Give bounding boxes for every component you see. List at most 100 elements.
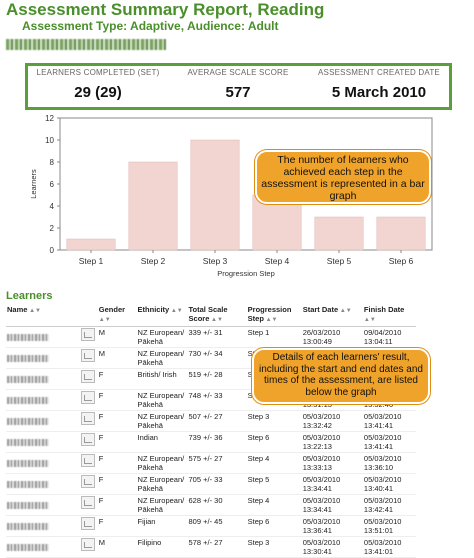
learner-name-cell[interactable] bbox=[6, 326, 98, 348]
learner-name-cell[interactable] bbox=[6, 368, 98, 390]
column-header-label: Progression Step bbox=[247, 305, 292, 323]
sort-arrows-icon[interactable]: ▲▼ bbox=[169, 308, 183, 314]
report-title: Assessment Summary Report, Reading bbox=[6, 0, 325, 19]
redacted-learner-name bbox=[7, 376, 49, 383]
column-header[interactable]: Total Scale Score ▲▼ bbox=[187, 304, 247, 327]
cell-ethnicity: NZ European/ Pākehā bbox=[136, 410, 188, 432]
learner-name-cell[interactable] bbox=[6, 536, 98, 558]
sort-arrows-icon[interactable]: ▲▼ bbox=[263, 317, 278, 323]
x-tick-label: Step 6 bbox=[389, 256, 414, 266]
cell-score: 809 +/- 45 bbox=[187, 515, 247, 537]
table-callout: Details of each learners' result, includ… bbox=[252, 348, 430, 404]
column-header-label: Gender bbox=[98, 305, 126, 314]
learners-completed-value: 29 (29) bbox=[74, 84, 122, 101]
cell-step: Step 6 bbox=[246, 515, 302, 537]
x-tick-label: Step 4 bbox=[265, 256, 290, 266]
redacted-learner-name bbox=[7, 460, 49, 467]
cell-score: 705 +/- 33 bbox=[187, 473, 247, 495]
y-tick-label: 10 bbox=[45, 136, 54, 145]
learner-report-icon[interactable] bbox=[81, 328, 96, 341]
cell-finish: 05/03/2010 13:42:41 bbox=[362, 494, 416, 516]
table-row: M Filipino 578 +/- 27 Step 3 05/03/2010 13:3… bbox=[6, 536, 416, 558]
y-tick-label: 12 bbox=[45, 114, 54, 123]
redacted-learner-name bbox=[7, 397, 49, 404]
learner-report-icon[interactable] bbox=[81, 412, 96, 425]
sort-arrows-icon[interactable]: ▲▼ bbox=[27, 308, 41, 314]
learner-name-cell[interactable] bbox=[6, 473, 98, 495]
learner-report-icon[interactable] bbox=[81, 349, 96, 362]
column-header-label: Finish Date bbox=[363, 305, 405, 314]
column-header[interactable]: Finish Date ▲▼ bbox=[362, 304, 416, 327]
cell-gender: M bbox=[97, 536, 137, 558]
sort-arrows-icon[interactable]: ▲▼ bbox=[363, 317, 376, 323]
column-header-label: Name bbox=[7, 305, 28, 314]
cell-gender: F bbox=[97, 368, 137, 390]
cell-ethnicity: NZ European/ Pākehā bbox=[136, 473, 188, 495]
learner-report-icon[interactable] bbox=[81, 370, 96, 383]
table-row: F NZ European/ Pākehā 575 +/- 27 Step 4 05/0… bbox=[6, 452, 416, 474]
table-header-row: Name ▲▼ Gender ▲▼ Ethnicity ▲▼ Total Scale … bbox=[6, 304, 416, 327]
report-subtitle: Assessment Type: Adaptive, Audience: Adu… bbox=[22, 19, 279, 33]
cell-gender: F bbox=[97, 431, 137, 453]
cell-ethnicity: British/ Irish bbox=[136, 368, 188, 390]
x-tick-label: Step 5 bbox=[327, 256, 352, 266]
cell-finish: 05/03/2010 13:41:01 bbox=[362, 536, 416, 558]
assessment-created-date-value: 5 March 2010 bbox=[331, 84, 427, 101]
cell-step: Step 5 bbox=[246, 473, 302, 495]
learner-report-icon[interactable] bbox=[81, 454, 96, 467]
redacted-learner-name bbox=[7, 523, 49, 530]
y-tick-label: 0 bbox=[50, 246, 55, 255]
cell-step: Step 1 bbox=[246, 326, 302, 348]
cell-finish: 05/03/2010 13:36:10 bbox=[362, 452, 416, 474]
column-header[interactable]: Ethnicity ▲▼ bbox=[136, 304, 188, 327]
column-header[interactable]: Name ▲▼ bbox=[6, 304, 98, 327]
redacted-learner-name bbox=[7, 439, 49, 446]
sort-arrows-icon[interactable]: ▲▼ bbox=[209, 317, 223, 323]
learner-name-cell[interactable] bbox=[6, 389, 98, 411]
learner-name-cell[interactable] bbox=[6, 515, 98, 537]
column-header-label: Start Date bbox=[302, 305, 339, 314]
y-tick-label: 8 bbox=[50, 158, 55, 167]
cell-score: 628 +/- 30 bbox=[187, 494, 247, 516]
redacted-learner-name bbox=[7, 418, 49, 425]
learner-report-icon[interactable] bbox=[81, 496, 96, 509]
learner-report-icon[interactable] bbox=[81, 433, 96, 446]
bar-step-6 bbox=[376, 216, 426, 251]
cell-score: 519 +/- 28 bbox=[187, 368, 247, 390]
redacted-learner-name bbox=[7, 355, 49, 362]
learner-report-icon[interactable] bbox=[81, 391, 96, 404]
learner-name-cell[interactable] bbox=[6, 494, 98, 516]
redacted-learner-name bbox=[7, 544, 49, 551]
cell-finish: 09/04/2010 13:04:11 bbox=[362, 326, 416, 348]
column-header[interactable]: Start Date ▲▼ bbox=[301, 304, 363, 327]
cell-ethnicity: Fijian bbox=[136, 515, 188, 537]
column-header[interactable]: Progression Step ▲▼ bbox=[246, 304, 302, 327]
cell-score: 575 +/- 27 bbox=[187, 452, 247, 474]
column-header-label: Total Scale Score bbox=[188, 305, 228, 323]
learner-name-cell[interactable] bbox=[6, 347, 98, 369]
learner-report-icon[interactable] bbox=[81, 475, 96, 488]
table-row: F NZ European/ Pākehā 628 +/- 30 Step 4 05/0… bbox=[6, 494, 416, 516]
learner-name-cell[interactable] bbox=[6, 431, 98, 453]
assessment-created-date-label: ASSESSMENT CREATED DATE bbox=[318, 68, 440, 77]
sort-arrows-icon[interactable]: ▲▼ bbox=[338, 308, 352, 314]
cell-start: 05/03/2010 13:36:41 bbox=[301, 515, 363, 537]
average-scale-score-value: 577 bbox=[225, 84, 251, 101]
cell-finish: 05/03/2010 13:40:41 bbox=[362, 473, 416, 495]
cell-ethnicity: Indian bbox=[136, 431, 188, 453]
redacted-learner-name bbox=[7, 502, 49, 509]
column-header[interactable]: Gender ▲▼ bbox=[97, 304, 137, 327]
learner-report-icon[interactable] bbox=[81, 538, 96, 551]
cell-gender: F bbox=[97, 515, 137, 537]
learner-name-cell[interactable] bbox=[6, 410, 98, 432]
bar-step-3 bbox=[190, 139, 240, 251]
learner-name-cell[interactable] bbox=[6, 452, 98, 474]
average-scale-score-label: AVERAGE SCALE SCORE bbox=[187, 68, 289, 77]
cell-gender: F bbox=[97, 410, 137, 432]
cell-score: 739 +/- 36 bbox=[187, 431, 247, 453]
learner-report-icon[interactable] bbox=[81, 517, 96, 530]
chart-callout: The number of learners who achieved each… bbox=[255, 150, 431, 204]
cell-start: 26/03/2010 13:00:49 bbox=[301, 326, 363, 348]
sort-arrows-icon[interactable]: ▲▼ bbox=[98, 317, 111, 323]
cell-step: Step 3 bbox=[246, 536, 302, 558]
